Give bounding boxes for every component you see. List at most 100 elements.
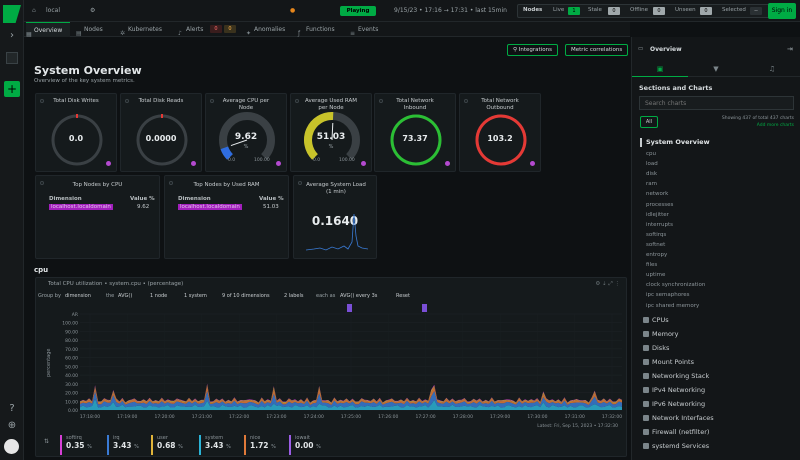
annotation-marker[interactable]: [347, 304, 352, 312]
section-item[interactable]: interrupts: [646, 221, 673, 228]
space-name[interactable]: local: [46, 7, 60, 14]
time-aggregation-dropdown[interactable]: AVG() every 3s: [340, 293, 378, 299]
aggregation-dropdown[interactable]: AVG(): [118, 293, 133, 299]
info-dot-icon[interactable]: [191, 161, 196, 166]
annotation-marker[interactable]: [422, 304, 427, 312]
section-group[interactable]: Disks: [643, 344, 669, 353]
tab-kubernetes[interactable]: ✲ Kubernetes: [120, 22, 174, 37]
cpu-area-chart[interactable]: AR 100.00 90.00 80.00 70.00 60.00 50.00 40.00 30…: [36, 310, 628, 428]
live-count[interactable]: 1: [568, 7, 580, 15]
nodes-dropdown[interactable]: 1 node: [150, 293, 168, 299]
card-select-checkbox[interactable]: [210, 99, 214, 103]
add-more-charts-link[interactable]: Add more charts: [756, 123, 794, 128]
reset-button[interactable]: Reset: [396, 293, 410, 299]
section-group[interactable]: IPv6 Networking: [643, 400, 705, 409]
tab-overview[interactable]: ▦ Overview: [26, 22, 70, 38]
section-group[interactable]: Networking Stack: [643, 372, 709, 381]
chart-toolbar-icons[interactable]: ⚙ ⇣ ⤢ ⋮: [595, 281, 620, 287]
location-pin-icon[interactable]: ●: [290, 7, 296, 14]
card-select-checkbox[interactable]: [295, 99, 299, 103]
card-select-checkbox[interactable]: [379, 99, 383, 103]
section-group[interactable]: Mount Points: [643, 358, 694, 367]
section-item[interactable]: cpu: [646, 151, 657, 157]
netdata-logo-icon[interactable]: [3, 5, 21, 23]
tab-functions[interactable]: ƒ Functions: [298, 22, 346, 37]
stale-count[interactable]: 0: [608, 7, 620, 15]
notifications-icon[interactable]: ⊕: [7, 420, 17, 431]
settings-gear-icon[interactable]: ⚙: [90, 7, 96, 14]
info-dot-icon[interactable]: [530, 161, 535, 166]
dimension-stat[interactable]: irq 3.43 %: [107, 435, 139, 455]
tab-anomalies[interactable]: ✦ Anomalies: [246, 22, 298, 37]
section-item[interactable]: idlejitter: [646, 211, 669, 218]
section-item[interactable]: softirqs: [646, 231, 667, 238]
group-by-dropdown[interactable]: dimension: [65, 293, 91, 299]
offline-count[interactable]: 0: [653, 7, 665, 15]
nodes-filter[interactable]: Nodes Live 1 Stale 0 Offline 0 Unseen 0 …: [517, 4, 781, 18]
section-group[interactable]: systemd Services: [643, 442, 709, 451]
sort-icon[interactable]: ⇅: [44, 438, 50, 445]
card-select-checkbox[interactable]: [125, 99, 129, 103]
section-item[interactable]: network: [646, 191, 669, 198]
section-item[interactable]: softnet: [646, 241, 666, 248]
section-group[interactable]: IPv4 Networking: [643, 386, 705, 395]
section-item[interactable]: disk: [646, 171, 658, 178]
add-space-button[interactable]: +: [4, 81, 20, 97]
card-select-checkbox[interactable]: [169, 181, 173, 185]
labels-dropdown[interactable]: 2 labels: [284, 293, 304, 299]
section-group[interactable]: Memory: [643, 330, 678, 339]
sign-in-button[interactable]: Sign in: [768, 3, 796, 19]
help-icon[interactable]: ?: [9, 403, 15, 414]
selected-dropdown[interactable]: --: [750, 7, 762, 15]
info-dot-icon[interactable]: [106, 161, 111, 166]
dimension-stat[interactable]: system 3.43 %: [199, 435, 231, 455]
dimension-stat[interactable]: iowait 0.00 %: [289, 435, 321, 455]
integrations-button[interactable]: ⚲ Integrations: [507, 44, 558, 56]
dimension-stat[interactable]: softirq 0.35 %: [60, 435, 92, 455]
metric-correlations-button[interactable]: Metric correlations: [565, 44, 629, 56]
info-dot-icon[interactable]: [361, 161, 366, 166]
section-group[interactable]: Firewall (netfilter): [643, 428, 709, 437]
current-section[interactable]: System Overview: [646, 138, 710, 146]
card-select-checkbox[interactable]: [464, 99, 468, 103]
card-select-checkbox[interactable]: [298, 181, 302, 185]
home-icon[interactable]: ⌂: [32, 7, 36, 14]
dimension-stat[interactable]: nice 1.72 %: [244, 435, 276, 455]
section-item[interactable]: ipc shared memory: [646, 302, 700, 309]
sections-tab-icon[interactable]: ▣: [632, 61, 688, 77]
info-dot-icon[interactable]: [445, 161, 450, 166]
section-group[interactable]: Network Interfaces: [643, 414, 714, 423]
expand-icon[interactable]: ›: [10, 30, 14, 41]
section-item[interactable]: files: [646, 262, 658, 269]
tab-nodes[interactable]: ▤ Nodes: [76, 22, 116, 37]
gauge-unit: %: [243, 144, 249, 150]
space-icon[interactable]: [6, 52, 18, 64]
section-item[interactable]: clock synchronization: [646, 282, 706, 289]
section-group[interactable]: CPUs: [643, 316, 669, 325]
tab-alerts[interactable]: ♪ Alerts 0 0: [178, 22, 238, 37]
playing-status-button[interactable]: Playing: [340, 6, 376, 16]
all-toggle[interactable]: All: [640, 116, 658, 128]
collapse-panel-icon[interactable]: ⇥: [787, 45, 793, 53]
section-item[interactable]: processes: [646, 201, 674, 208]
section-item[interactable]: ipc semaphores: [646, 292, 690, 299]
section-item[interactable]: load: [646, 161, 658, 168]
systems-dropdown[interactable]: 1 system: [184, 293, 207, 299]
dimension-stat[interactable]: user 0.68 %: [151, 435, 183, 455]
unseen-count[interactable]: 0: [700, 7, 712, 15]
info-dot-icon[interactable]: [276, 161, 281, 166]
card-select-checkbox[interactable]: [40, 99, 44, 103]
section-item[interactable]: ram: [646, 181, 657, 188]
timeframe-picker[interactable]: 9/15/23 • 17:16 → 17:31 • last 15min: [394, 7, 507, 14]
tab-events[interactable]: ≡ Events: [350, 22, 390, 37]
section-item[interactable]: entropy: [646, 252, 668, 258]
dimensions-dropdown[interactable]: 9 of 10 dimensions: [222, 293, 270, 299]
alerts-warning-count[interactable]: 0: [224, 25, 236, 33]
alerts-critical-count[interactable]: 0: [210, 25, 222, 33]
bell-tab-icon[interactable]: ♫: [768, 65, 776, 73]
card-select-checkbox[interactable]: [40, 181, 44, 185]
search-charts-input[interactable]: [639, 96, 794, 110]
avatar[interactable]: [4, 439, 19, 454]
filter-tab-icon[interactable]: ▼: [713, 65, 719, 73]
section-item[interactable]: uptime: [646, 272, 666, 279]
